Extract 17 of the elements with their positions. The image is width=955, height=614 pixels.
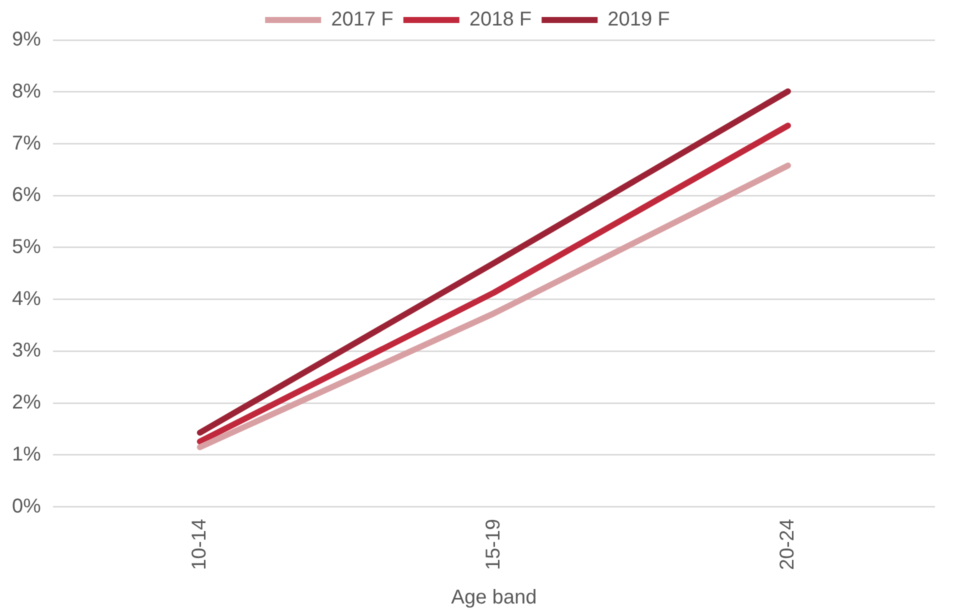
y-tick-label: 8% [12, 80, 42, 102]
legend-label: 2017 F [331, 8, 394, 31]
x-axis-title: Age band [451, 586, 537, 609]
x-tick-label: 15-19 [482, 518, 504, 570]
y-tick-label: 2% [12, 392, 42, 414]
legend-label: 2018 F [469, 8, 532, 31]
y-tick-label: 9% [12, 28, 42, 51]
y-tick-label: 3% [12, 340, 42, 362]
x-tick-label: 20-24 [776, 518, 798, 570]
y-tick-label: 0% [12, 495, 42, 518]
y-tick-label: 5% [12, 236, 42, 258]
y-tick-label: 6% [12, 184, 42, 206]
y-tick-label: 1% [12, 443, 42, 466]
x-tick-label: 10-14 [188, 518, 210, 570]
y-tick-label: 7% [12, 132, 42, 154]
y-tick-label: 4% [12, 288, 42, 310]
legend-label: 2019 F [608, 8, 670, 31]
